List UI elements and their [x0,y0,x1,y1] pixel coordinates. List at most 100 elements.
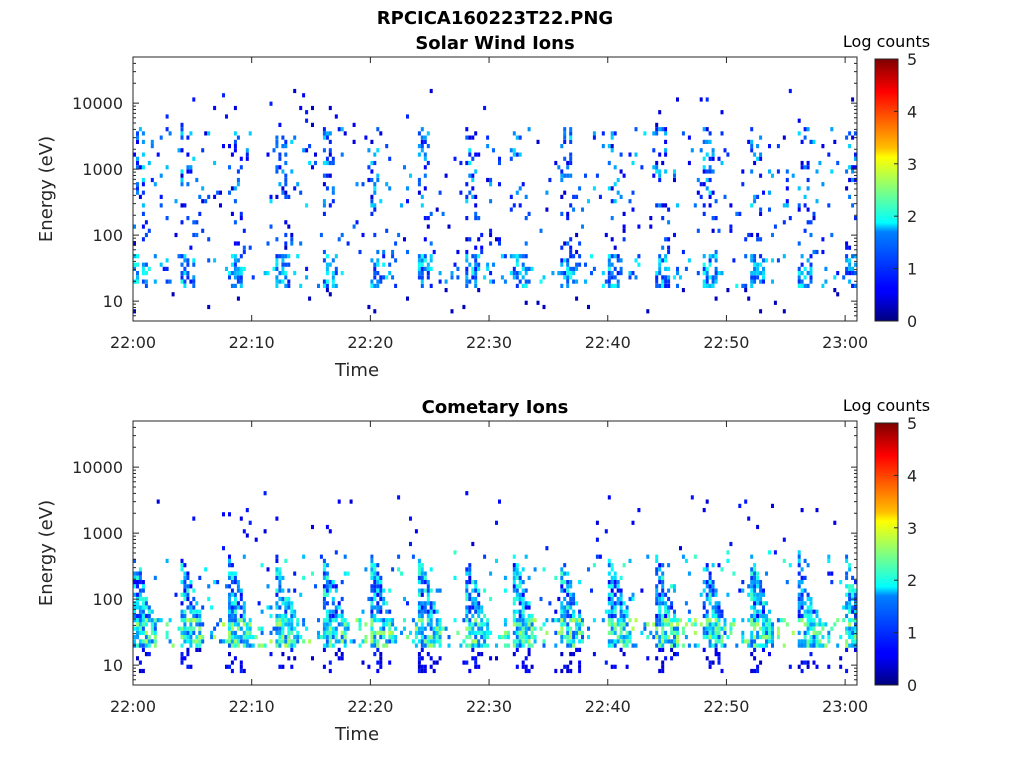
spectrogram-cell [465,618,469,623]
spectrogram-cell [845,266,849,271]
spectrogram-cell [465,275,469,280]
spectrogram-cell [492,148,495,153]
spectrogram-cell [153,626,157,631]
spectrogram-cell [512,652,516,657]
spectrogram-cell [322,584,326,589]
spectrogram-cell [168,639,172,644]
spectrogram-cell [183,592,187,597]
spectrogram-cell [563,139,567,144]
spectrogram-cell [806,220,810,225]
spectrogram-cell [296,254,300,259]
spectrogram-cell [417,592,421,597]
spectrogram-cell [610,639,614,644]
spectrogram-cell [750,571,754,576]
spectrogram-cell [153,279,157,284]
spectrogram-cell [607,622,611,627]
spectrogram-cell [474,216,478,221]
x-tick-label: 22:10 [229,697,275,716]
spectrogram-cell [607,279,611,284]
spectrogram-cell [598,554,602,559]
spectrogram-cell [705,127,709,132]
spectrogram-cell [560,584,564,589]
spectrogram-cell [673,588,676,593]
spectrogram-cell [322,605,326,610]
spectrogram-cell [141,203,145,208]
spectrogram-cell [702,630,706,635]
spectrogram-cell [782,643,786,648]
spectrogram-cell [391,639,395,644]
spectrogram-cell [465,254,469,259]
spectrogram-cell [417,605,421,610]
spectrogram-cell [527,211,531,216]
spectrogram-cell [331,584,335,589]
spectrogram-cell [512,271,516,276]
spectrogram-cell [741,635,745,640]
spectrogram-cell [803,194,807,199]
spectrogram-cell [613,622,617,627]
spectrogram-cell [714,643,718,648]
spectrogram-cell [420,639,424,644]
spectrogram-cell [471,135,475,140]
spectrogram-cell [263,643,267,648]
spectrogram-cell [376,173,380,178]
spectrogram-cell [483,622,487,627]
spectrogram-cell [141,588,145,593]
spectrogram-cell [569,626,573,631]
spectrogram-cell [370,558,374,563]
spectrogram-cell [560,588,564,593]
spectrogram-cell [133,605,136,610]
spectrogram-cell [186,652,190,657]
spectrogram-cell [420,144,424,149]
spectrogram-cell [607,186,611,191]
spectrogram-cell [423,173,427,178]
x-tick-label: 22:00 [110,697,156,716]
spectrogram-cell [168,279,172,284]
spectrogram-cell [432,668,436,674]
spectrogram-cell [797,601,801,606]
spectrogram-cell [765,643,768,648]
spectrogram-cell [658,618,662,623]
spectrogram-cell [355,220,359,225]
spectrogram-cell [655,169,659,174]
spectrogram-cell [658,127,662,132]
spectrogram-cell [420,656,424,661]
spectrogram-cell [797,643,801,648]
spectrogram-cell [334,618,338,623]
spectrogram-cell [325,262,329,267]
spectrogram-cell [305,118,309,123]
spectrogram-cell [738,588,742,593]
spectrogram-cell [373,571,377,576]
spectrogram-cell [144,271,148,276]
spectrogram-cell [435,626,439,631]
spectrogram-cell [569,580,573,585]
spectrogram-cell [373,563,377,568]
spectrogram-cell [619,618,623,623]
spectrogram-cell [281,622,285,627]
spectrogram-cell [554,575,558,580]
spectrogram-cell [788,88,792,94]
spectrogram-cell [613,601,617,606]
spectrogram-cell [765,613,768,619]
spectrogram-cell [768,622,771,627]
spectrogram-cell [486,622,490,627]
spectrogram-cell [453,156,457,161]
spectrogram-cell [364,567,368,572]
spectrogram-cell [216,190,220,195]
spectrogram-cell [322,601,326,606]
spectrogram-cell [702,635,706,640]
spectrogram-cell [474,203,478,208]
spectrogram-cell [230,588,234,593]
spectrogram-cell [705,499,709,504]
spectrogram-cell [284,241,288,246]
spectrogram-cell [515,622,519,627]
spectrogram-cell [435,588,439,593]
spectrogram-cell [290,639,294,644]
spectrogram-cell [340,596,344,602]
spectrogram-cell [756,194,760,199]
spectrogram-cell [560,613,564,619]
spectrogram-cell [753,596,757,602]
spectrogram-cell [717,601,721,606]
spectrogram-cell [750,605,754,610]
spectrogram-cell [136,605,139,610]
spectrogram-cell [560,609,564,614]
